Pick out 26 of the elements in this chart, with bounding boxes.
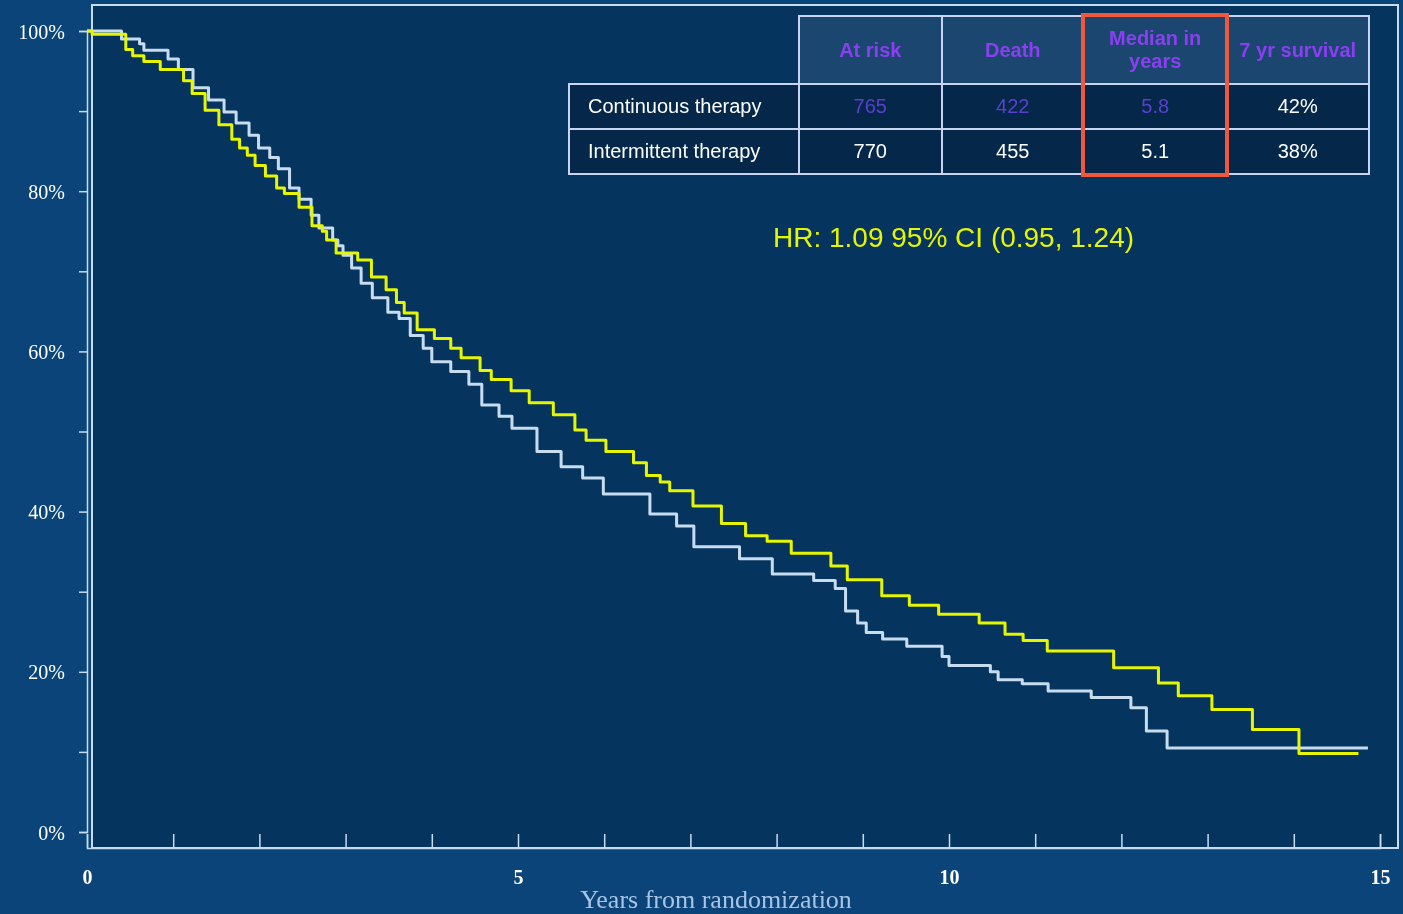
annotation: 42%: [1226, 84, 1369, 129]
annotation: Continuous therapy: [569, 84, 800, 129]
annotation: Death: [941, 16, 1084, 84]
x-axis-title: Years from randomization: [580, 885, 852, 914]
annotation: 765: [799, 84, 942, 129]
annotation: 770: [799, 129, 942, 174]
annotation: 422: [941, 84, 1084, 129]
annotation: 5.8: [1083, 84, 1227, 129]
x-tick-label: 10: [939, 866, 960, 889]
y-tick-label: 60%: [28, 340, 65, 363]
y-tick-label: 40%: [28, 501, 65, 524]
y-tick-label: 20%: [28, 661, 65, 684]
annotation: Median in years: [1083, 16, 1227, 84]
annotation: Intermittent therapy: [569, 129, 800, 174]
annotation: HR: 1.09 95% CI (0.95, 1.24): [773, 222, 1135, 254]
y-tick-label: 80%: [28, 180, 65, 203]
annotation: 7 yr survival: [1226, 16, 1369, 84]
x-tick-label: 0: [82, 866, 93, 889]
x-tick-label: 15: [1370, 866, 1391, 889]
annotation: 38%: [1226, 129, 1369, 174]
y-tick-label: 0%: [38, 821, 65, 844]
annotation: 455: [941, 129, 1084, 174]
annotation: At risk: [799, 16, 942, 84]
y-tick-label: 100%: [18, 20, 65, 43]
annotation: 5.1: [1083, 129, 1227, 174]
x-tick-label: 5: [513, 866, 524, 889]
